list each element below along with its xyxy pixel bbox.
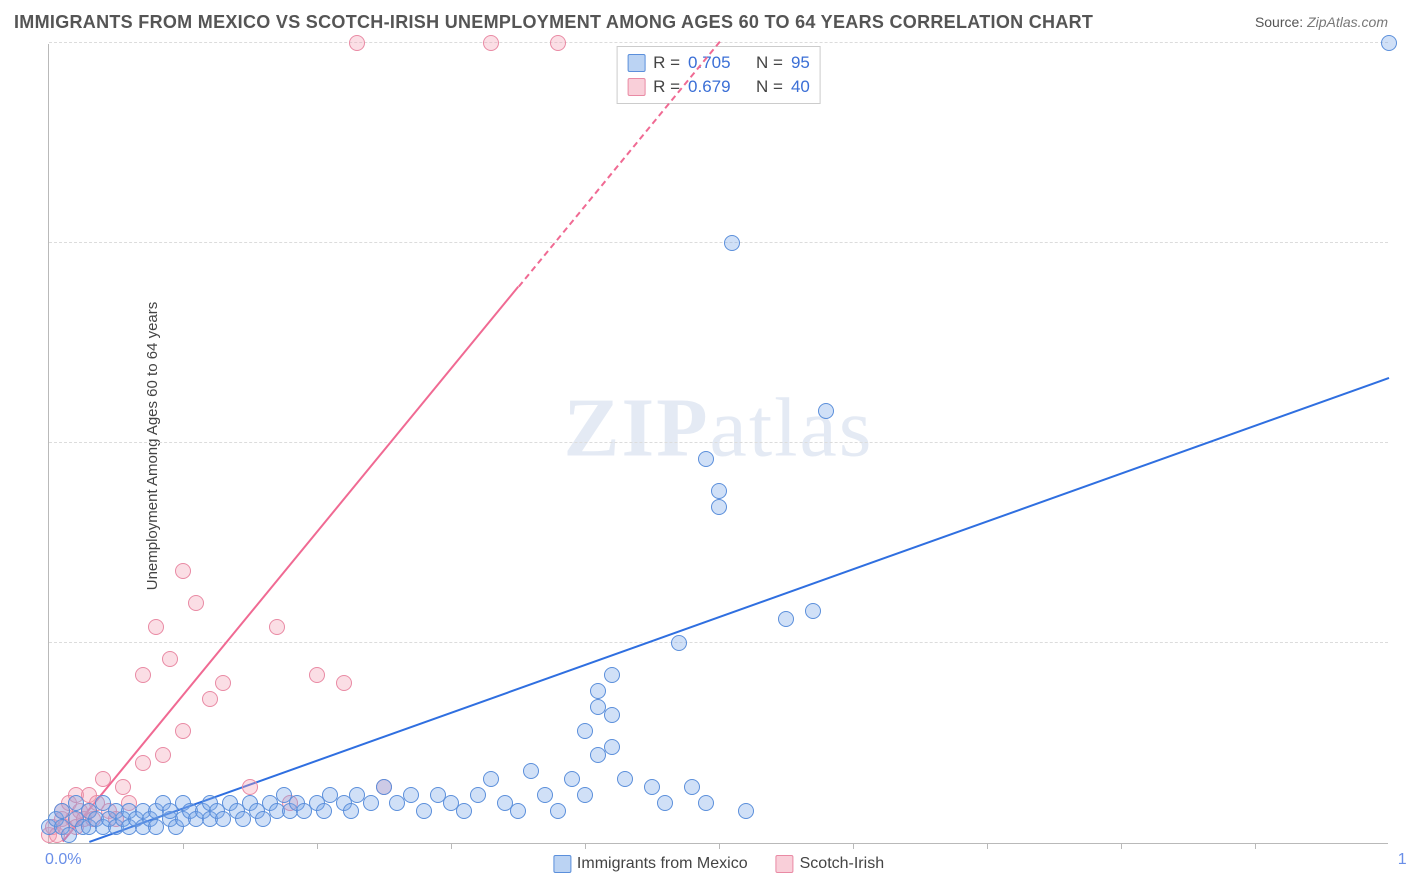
- mexico-point: [376, 779, 392, 795]
- y-tick-label: 75.0%: [1394, 234, 1406, 252]
- scotch-irish-point: [550, 35, 566, 51]
- scotch-irish-point: [269, 619, 285, 635]
- legend-label-scotch-irish: Scotch-Irish: [800, 855, 884, 872]
- x-minor-tick: [451, 843, 452, 849]
- mexico-point: [577, 723, 593, 739]
- x-minor-tick: [987, 843, 988, 849]
- scotch-irish-point: [162, 651, 178, 667]
- mexico-point: [617, 771, 633, 787]
- mexico-point: [644, 779, 660, 795]
- legend-item-scotch-irish: Scotch-Irish: [776, 855, 884, 873]
- mexico-point: [316, 803, 332, 819]
- x-minor-tick: [585, 843, 586, 849]
- y-tick-label: 25.0%: [1394, 634, 1406, 652]
- mexico-point: [564, 771, 580, 787]
- mexico-point: [363, 795, 379, 811]
- y-tick-label: 50.0%: [1394, 434, 1406, 452]
- scotch-irish-point: [148, 619, 164, 635]
- x-minor-tick: [317, 843, 318, 849]
- watermark-atlas: atlas: [710, 381, 874, 474]
- n-value-scotch-irish: 40: [791, 77, 810, 97]
- r-value-scotch-irish: 0.679: [688, 77, 731, 97]
- scotch-irish-point: [242, 779, 258, 795]
- mexico-point: [456, 803, 472, 819]
- x-minor-tick: [1255, 843, 1256, 849]
- legend-row-mexico: R = 0.705 N = 95: [627, 51, 810, 75]
- watermark-zip: ZIP: [564, 381, 710, 474]
- r-label: R =: [653, 53, 680, 73]
- trend-line: [62, 286, 519, 842]
- legend-label-mexico: Immigrants from Mexico: [577, 855, 748, 872]
- swatch-blue-icon: [553, 855, 571, 873]
- swatch-pink-icon: [627, 78, 645, 96]
- legend-item-mexico: Immigrants from Mexico: [553, 855, 748, 873]
- scotch-irish-point: [349, 35, 365, 51]
- source-label: Source:: [1255, 14, 1303, 30]
- mexico-point: [577, 787, 593, 803]
- scotch-irish-point: [135, 667, 151, 683]
- scatter-plot: ZIPatlas R = 0.705 N = 95 R = 0.679 N = …: [48, 44, 1388, 844]
- mexico-point: [604, 739, 620, 755]
- x-minor-tick: [1121, 843, 1122, 849]
- gridline: [49, 642, 1388, 643]
- x-tick-min: 0.0%: [45, 851, 81, 869]
- source-value: ZipAtlas.com: [1307, 14, 1388, 30]
- n-label: N =: [756, 53, 783, 73]
- mexico-point: [403, 787, 419, 803]
- mexico-point: [537, 787, 553, 803]
- mexico-point: [604, 707, 620, 723]
- mexico-point: [1381, 35, 1397, 51]
- swatch-pink-icon: [776, 855, 794, 873]
- source-attribution: Source: ZipAtlas.com: [1255, 14, 1388, 30]
- scotch-irish-point: [202, 691, 218, 707]
- scotch-irish-point: [175, 723, 191, 739]
- scotch-irish-point: [135, 755, 151, 771]
- x-tick-max: 100.0%: [1398, 851, 1406, 869]
- mexico-point: [510, 803, 526, 819]
- mexico-point: [483, 771, 499, 787]
- mexico-point: [684, 779, 700, 795]
- gridline: [49, 442, 1388, 443]
- mexico-point: [590, 683, 606, 699]
- n-label: N =: [756, 77, 783, 97]
- x-minor-tick: [183, 843, 184, 849]
- mexico-point: [671, 635, 687, 651]
- trend-line: [89, 377, 1389, 843]
- mexico-point: [550, 803, 566, 819]
- chart-title: IMMIGRANTS FROM MEXICO VS SCOTCH-IRISH U…: [14, 12, 1093, 33]
- mexico-point: [698, 795, 714, 811]
- correlation-legend: R = 0.705 N = 95 R = 0.679 N = 40: [616, 46, 821, 104]
- scotch-irish-point: [188, 595, 204, 611]
- scotch-irish-point: [483, 35, 499, 51]
- mexico-point: [657, 795, 673, 811]
- n-value-mexico: 95: [791, 53, 810, 73]
- scotch-irish-point: [155, 747, 171, 763]
- scotch-irish-point: [115, 779, 131, 795]
- mexico-point: [711, 499, 727, 515]
- series-legend: Immigrants from Mexico Scotch-Irish: [553, 855, 884, 873]
- mexico-point: [416, 803, 432, 819]
- mexico-point: [805, 603, 821, 619]
- mexico-point: [698, 451, 714, 467]
- mexico-point: [523, 763, 539, 779]
- scotch-irish-point: [215, 675, 231, 691]
- scotch-irish-point: [175, 563, 191, 579]
- mexico-point: [818, 403, 834, 419]
- scotch-irish-point: [309, 667, 325, 683]
- swatch-blue-icon: [627, 54, 645, 72]
- scotch-irish-point: [336, 675, 352, 691]
- mexico-point: [724, 235, 740, 251]
- mexico-point: [711, 483, 727, 499]
- legend-row-scotch-irish: R = 0.679 N = 40: [627, 75, 810, 99]
- x-minor-tick: [853, 843, 854, 849]
- mexico-point: [778, 611, 794, 627]
- x-minor-tick: [719, 843, 720, 849]
- scotch-irish-point: [95, 771, 111, 787]
- mexico-point: [343, 803, 359, 819]
- mexico-point: [738, 803, 754, 819]
- watermark: ZIPatlas: [564, 379, 874, 476]
- mexico-point: [604, 667, 620, 683]
- gridline: [49, 242, 1388, 243]
- mexico-point: [470, 787, 486, 803]
